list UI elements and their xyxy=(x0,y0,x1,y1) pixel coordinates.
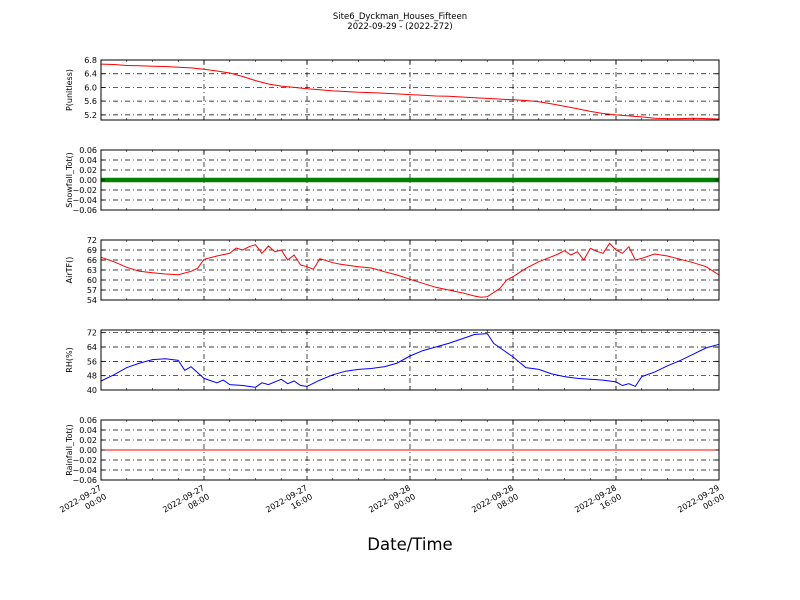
series-line xyxy=(100,63,720,120)
x-tick-label: 2022-09-2816:00 xyxy=(573,483,623,523)
y-axis-label: RH(%) xyxy=(65,347,74,372)
y-tick-label: 0.02 xyxy=(79,166,97,175)
x-axis-label: Date/Time xyxy=(367,535,452,554)
x-tick-label: 2022-09-2716:00 xyxy=(264,483,314,523)
y-tick-label: −0.02 xyxy=(72,456,97,465)
x-tick-label: 2022-09-2700:00 xyxy=(58,483,108,523)
y-tick-label: 54 xyxy=(87,296,97,305)
y-tick-label: 40 xyxy=(87,386,97,395)
panels: 6.86.46.05.65.2P(unitless)0.060.040.020.… xyxy=(65,56,720,485)
y-tick-label: 57 xyxy=(87,286,97,295)
y-tick-label: 69 xyxy=(87,246,97,255)
y-tick-label: −0.04 xyxy=(72,196,97,205)
y-axis-label: Rainfall_Tot() xyxy=(65,424,74,476)
axes-frame xyxy=(100,239,720,301)
series-line xyxy=(100,333,720,388)
y-tick-label: 6.4 xyxy=(84,70,97,79)
x-tick-label: 2022-09-2808:00 xyxy=(470,483,520,523)
y-tick-label: 0.06 xyxy=(79,416,97,425)
y-tick-label: 0.00 xyxy=(79,446,97,455)
axes-frame xyxy=(100,149,720,211)
y-tick-label: 48 xyxy=(87,372,97,381)
y-tick-label: 64 xyxy=(87,343,97,352)
y-tick-label: −0.04 xyxy=(72,466,97,475)
y-tick-label: 66 xyxy=(87,256,97,265)
series-line xyxy=(100,242,720,298)
y-tick-label: 0.02 xyxy=(79,436,97,445)
y-tick-label: 6.8 xyxy=(84,56,97,65)
axes-frame xyxy=(100,59,720,121)
y-tick-label: 63 xyxy=(87,266,97,275)
chart-title: Site6_Dyckman_Houses_Fifteen xyxy=(333,12,467,22)
y-tick-label: 5.2 xyxy=(84,111,97,120)
y-tick-label: −0.02 xyxy=(72,186,97,195)
panel-pressure: 6.8 6.4 6.0 5.6 5.2 P(unitless) xyxy=(65,56,720,121)
y-tick-label: −0.06 xyxy=(72,476,97,485)
chart-subtitle: 2022-09-29 - (2022-272) xyxy=(347,22,452,32)
y-tick-label: 0.06 xyxy=(79,146,97,155)
y-tick-label: 0.04 xyxy=(79,156,97,165)
y-axis-label: P(unitless) xyxy=(65,69,74,111)
y-tick-label: 72 xyxy=(87,329,97,338)
x-tick-labels: 2022-09-2700:00 2022-09-2708:00 2022-09-27… xyxy=(58,483,726,523)
panel-rainfall: 0.060.040.020.00−0.02−0.04−0.06Rainfall_… xyxy=(65,416,720,485)
x-tick-label: 2022-09-2900:00 xyxy=(676,483,726,523)
y-tick-label: 56 xyxy=(87,357,97,366)
y-tick-label: 5.6 xyxy=(84,97,97,106)
y-tick-label: 60 xyxy=(87,276,97,285)
y-axis-label: Snowfall_Tot() xyxy=(65,152,74,208)
y-axis-label: AirTF() xyxy=(65,257,74,284)
panel-relative-humidity: 72 64 56 48 40 RH(%) xyxy=(65,329,720,395)
y-tick-label: 0.04 xyxy=(79,426,97,435)
y-tick-label: 72 xyxy=(87,236,97,245)
y-tick-label: −0.06 xyxy=(72,206,97,215)
x-tick-label: 2022-09-2708:00 xyxy=(161,483,211,523)
y-tick-label: 6.0 xyxy=(84,83,97,92)
panel-snowfall: 0.060.040.020.00−0.02−0.04−0.06Snowfall_… xyxy=(65,146,720,215)
axes-frame xyxy=(100,329,720,391)
y-tick-label: 0.00 xyxy=(79,176,97,185)
x-tick-label: 2022-09-2800:00 xyxy=(367,483,417,523)
axes-frame xyxy=(100,419,720,481)
